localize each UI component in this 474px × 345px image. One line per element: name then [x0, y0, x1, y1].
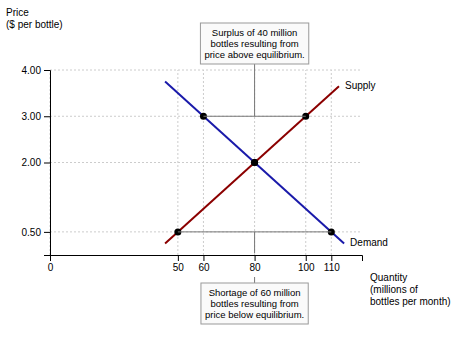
annotation-text: Surplus of 40 millionbottles resulting f… — [204, 27, 304, 60]
x-tick: 50 — [173, 255, 185, 273]
annotation-connector — [254, 277, 255, 283]
y-grid-line — [50, 231, 362, 232]
y-axis-line — [44, 71, 51, 256]
annotation-stem — [254, 64, 255, 116]
y-grid-line — [50, 162, 362, 163]
y-axis-title: Price($ per bottle) — [6, 7, 63, 30]
y-tick-label: 0.50 — [22, 227, 42, 238]
x-tick-label: 100 — [298, 262, 315, 273]
y-tick-label: 4.00 — [22, 65, 42, 76]
x-grid-line — [177, 70, 178, 255]
x-tick: 110 — [324, 255, 340, 273]
x-tick: 0 — [48, 255, 54, 273]
y-tick-mark — [44, 232, 50, 233]
annotation-box — [200, 23, 308, 64]
point — [251, 159, 258, 166]
annotation-box — [201, 283, 308, 324]
x-tick-mark — [331, 255, 332, 261]
x-grid-line — [203, 70, 204, 255]
point — [251, 159, 258, 166]
annotation-text: Shortage of 60 millionbottles resulting … — [205, 287, 304, 320]
series-labels: Supply Demand — [345, 80, 388, 248]
y-tick-label: 3.00 — [22, 111, 42, 122]
x-tick: 60 — [198, 255, 210, 273]
annotation-stem — [254, 232, 255, 253]
x-tick-mark — [255, 255, 256, 261]
grid — [50, 70, 362, 255]
x-grid-line — [331, 70, 332, 255]
x-tick-mark — [203, 255, 204, 261]
x-axis-title: Quantity(millions ofbottles per month) — [370, 272, 451, 307]
x-tick-label: 0 — [48, 262, 54, 273]
x-grid-line — [305, 70, 306, 255]
x-tick: 100 — [298, 255, 315, 273]
y-tick: 4.00 — [22, 65, 50, 76]
y-tick-mark — [44, 116, 50, 117]
series-line — [165, 86, 339, 243]
y-grid-line — [50, 116, 362, 117]
y-grid-line — [50, 70, 362, 71]
y-tick-mark — [44, 70, 50, 71]
x-tick-mark — [178, 255, 179, 261]
x-tick: 80 — [250, 255, 262, 273]
x-tick-label: 80 — [250, 262, 262, 273]
x-tick-label: 50 — [173, 262, 185, 273]
y-tick-label: 2.00 — [22, 157, 42, 168]
x-tick-label: 110 — [324, 262, 340, 273]
series-label: Supply — [345, 80, 376, 91]
series-label: Demand — [350, 237, 388, 248]
annotations: Surplus of 40 millionbottles resulting f… — [178, 23, 331, 324]
x-tick-label: 60 — [198, 262, 210, 273]
x-axis-line — [51, 256, 363, 262]
y-tick-mark — [44, 163, 50, 164]
chart: 0 50 60 80 100 110 0.50 2.00 3.00 4.00 Supply Deman… — [0, 0, 474, 345]
y-axis: 0.50 2.00 3.00 4.00 — [22, 65, 51, 256]
x-tick-mark — [306, 255, 307, 261]
y-tick: 2.00 — [22, 157, 50, 168]
x-axis: 0 50 60 80 100 110 — [48, 255, 363, 273]
y-tick: 0.50 — [22, 227, 50, 238]
y-tick: 3.00 — [22, 111, 50, 122]
